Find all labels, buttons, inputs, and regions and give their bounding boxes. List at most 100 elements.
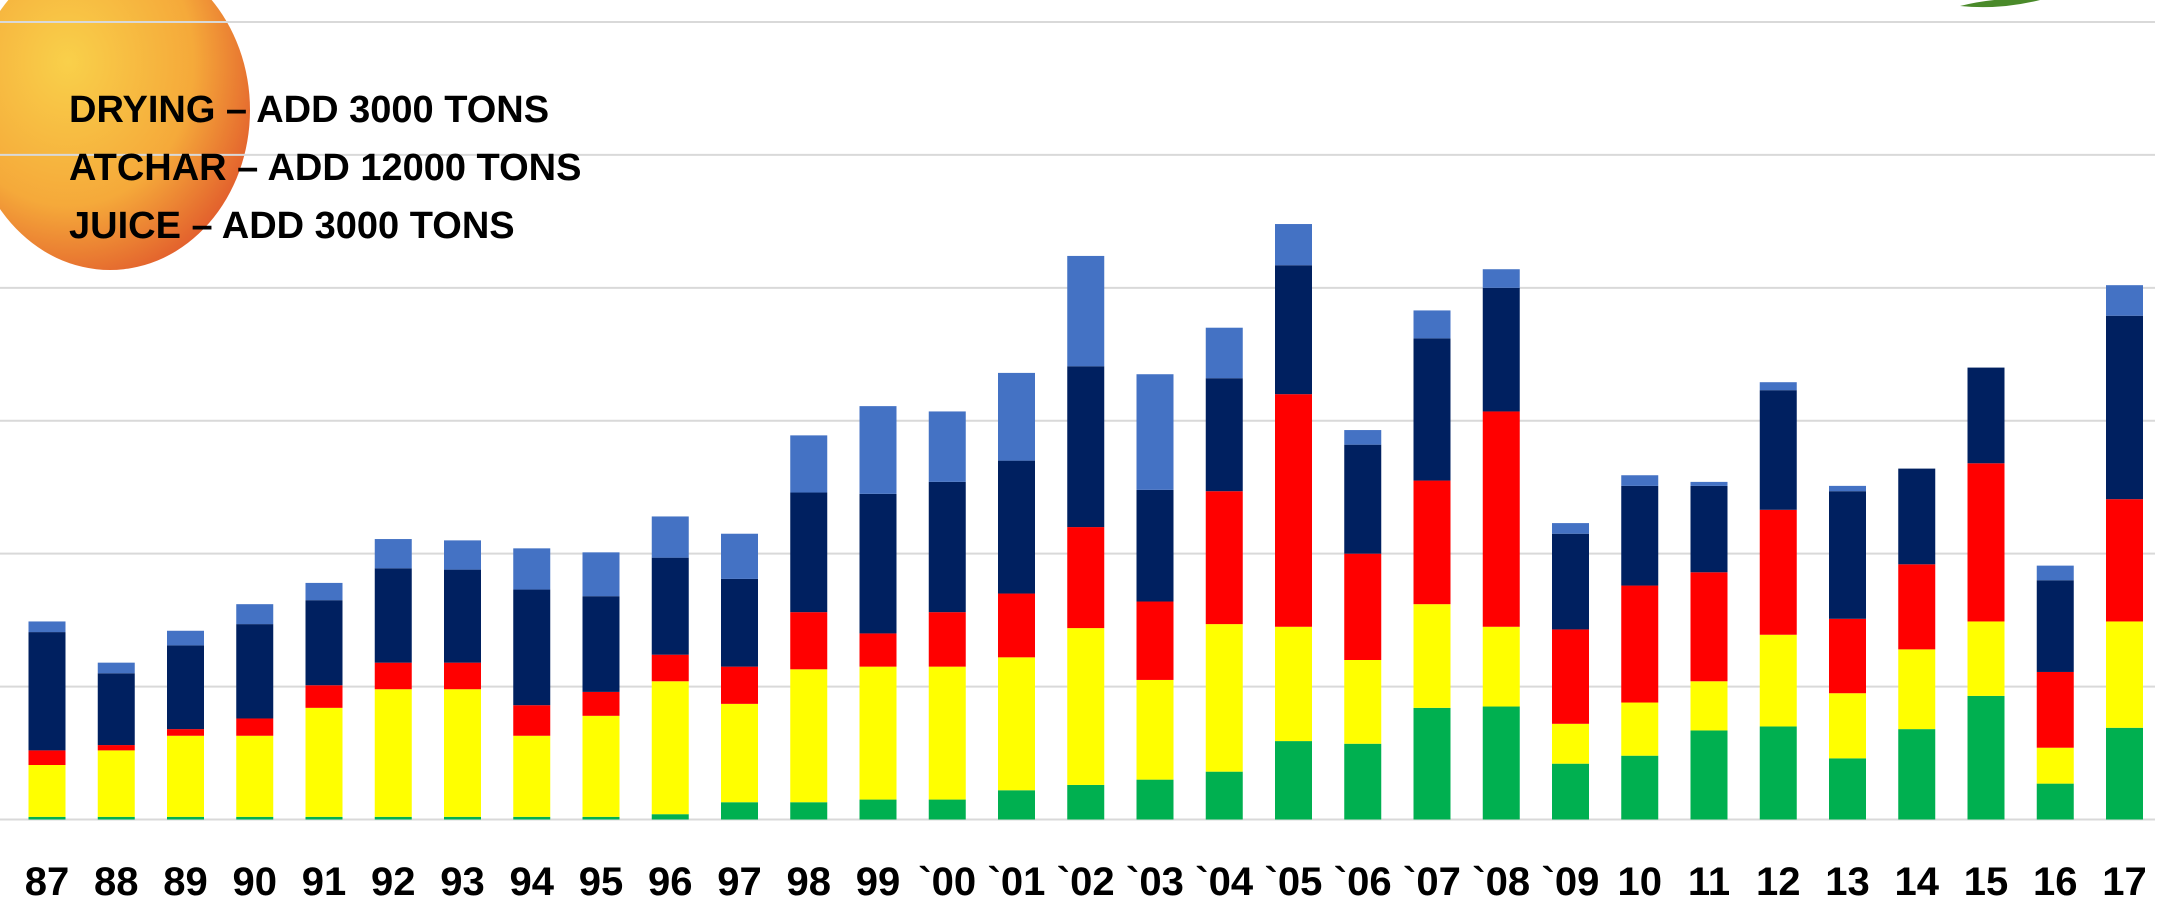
bar-segment	[1690, 485, 1728, 573]
bar-segment	[928, 666, 966, 800]
bar-segment	[28, 765, 66, 817]
bar-segment	[1829, 485, 1866, 492]
bar-segment	[1067, 784, 1105, 820]
bar-segment	[1275, 741, 1312, 820]
bar-segment	[1275, 265, 1312, 395]
x-tick-label: `08	[1472, 860, 1530, 902]
bar-segment	[1205, 327, 1243, 379]
bar-segment	[1759, 509, 1797, 635]
bar-segment	[444, 569, 481, 663]
bar-segment	[1690, 730, 1728, 820]
bar-segment	[97, 745, 135, 751]
x-tick-label: 99	[856, 860, 901, 902]
bar-segment	[651, 557, 689, 655]
x-tick-label: 95	[579, 860, 624, 902]
bar-segment	[790, 435, 828, 493]
bar-segment	[998, 460, 1035, 594]
labels: DRYING – ADD 3000 TONS ATCHAR – ADD 12000…	[25, 89, 2147, 904]
bar-segment	[859, 666, 897, 800]
annotation: ATCHAR – ADD 12000 TONS	[69, 147, 581, 189]
leaf-decoration	[1960, 0, 2040, 8]
x-tick-label: `04	[1195, 860, 1254, 902]
x-tick-label: 14	[1895, 860, 1940, 902]
bar-segment	[2106, 315, 2143, 500]
bar-segment	[790, 492, 828, 613]
bar-segment	[1759, 726, 1797, 820]
bar-segment	[28, 632, 66, 751]
bar-segment	[1275, 626, 1312, 742]
bar-segment	[167, 729, 204, 736]
bar-segment	[1621, 475, 1659, 486]
bar-segment	[651, 681, 689, 815]
bar-segment	[1898, 564, 1936, 650]
bar-segment	[28, 816, 66, 820]
bar-segment	[1552, 723, 1589, 764]
x-tick-label: 12	[1756, 860, 1801, 902]
bar-segment	[790, 802, 828, 820]
bar-segment	[859, 799, 897, 820]
x-tick-label: `01	[988, 860, 1046, 902]
bar-segment	[998, 372, 1035, 461]
bar-segment	[859, 406, 897, 494]
x-tick-label: 94	[510, 860, 555, 902]
bar-segment	[513, 705, 551, 736]
x-tick-label: 97	[717, 860, 762, 902]
bar-segment	[1413, 310, 1451, 339]
bar-segment	[97, 750, 135, 817]
bar-segment	[651, 654, 689, 682]
bar-segment	[721, 578, 758, 667]
bar-segment	[374, 568, 412, 663]
bar-segment	[167, 645, 204, 730]
bar-segment	[582, 596, 620, 692]
bar-segment	[1275, 394, 1312, 627]
bar-segment	[1898, 468, 1936, 565]
x-tick-label: 87	[25, 860, 70, 902]
bar-segment	[1829, 758, 1866, 820]
bar-segment	[1621, 485, 1659, 586]
bar-segment	[1344, 444, 1382, 554]
bar-segment	[167, 630, 204, 646]
bar-segment	[1621, 702, 1659, 756]
bar-segment	[582, 816, 620, 820]
bar-segment	[1067, 527, 1105, 629]
bar-segment	[1967, 367, 2005, 464]
annotation: JUICE – ADD 3000 TONS	[69, 205, 515, 247]
bar-segment	[1136, 374, 1174, 490]
bar-segment	[1898, 649, 1936, 730]
x-tick-label: 93	[440, 860, 485, 902]
x-tick-label: 91	[302, 860, 347, 902]
bar-segment	[97, 673, 135, 746]
bar-segment	[2106, 621, 2143, 728]
bar-segment	[1690, 481, 1728, 486]
bar-segment	[1136, 601, 1174, 680]
x-tick-label: 98	[787, 860, 832, 902]
x-tick-label: 92	[371, 860, 416, 902]
bar-segment	[513, 735, 551, 817]
bar-segment	[1482, 411, 1520, 627]
bar-segment	[2036, 671, 2074, 748]
bar-segment	[1759, 634, 1797, 727]
bar-segment	[97, 816, 135, 820]
bar-segment	[582, 715, 620, 817]
bar-segment	[513, 548, 551, 590]
bar-segment	[582, 552, 620, 597]
bar-segment	[1205, 771, 1243, 820]
x-tick-label: 13	[1825, 860, 1870, 902]
x-tick-label: `09	[1542, 860, 1600, 902]
bar-segment	[2036, 565, 2074, 581]
bar-segment	[97, 662, 135, 674]
bar-segment	[859, 633, 897, 667]
bar-segment	[1552, 763, 1589, 820]
bar-segment	[1413, 707, 1451, 820]
bar-segment	[305, 685, 343, 708]
bar-segment	[374, 662, 412, 690]
x-tick-label: 96	[648, 860, 693, 902]
x-tick-label: 10	[1618, 860, 1663, 902]
bar-segment	[1344, 430, 1382, 445]
x-tick-label: 11	[1688, 860, 1730, 902]
bar-segment	[2106, 727, 2143, 820]
x-tick-label: `05	[1265, 860, 1323, 902]
bar-segment	[721, 533, 758, 579]
bar-segment	[651, 814, 689, 820]
